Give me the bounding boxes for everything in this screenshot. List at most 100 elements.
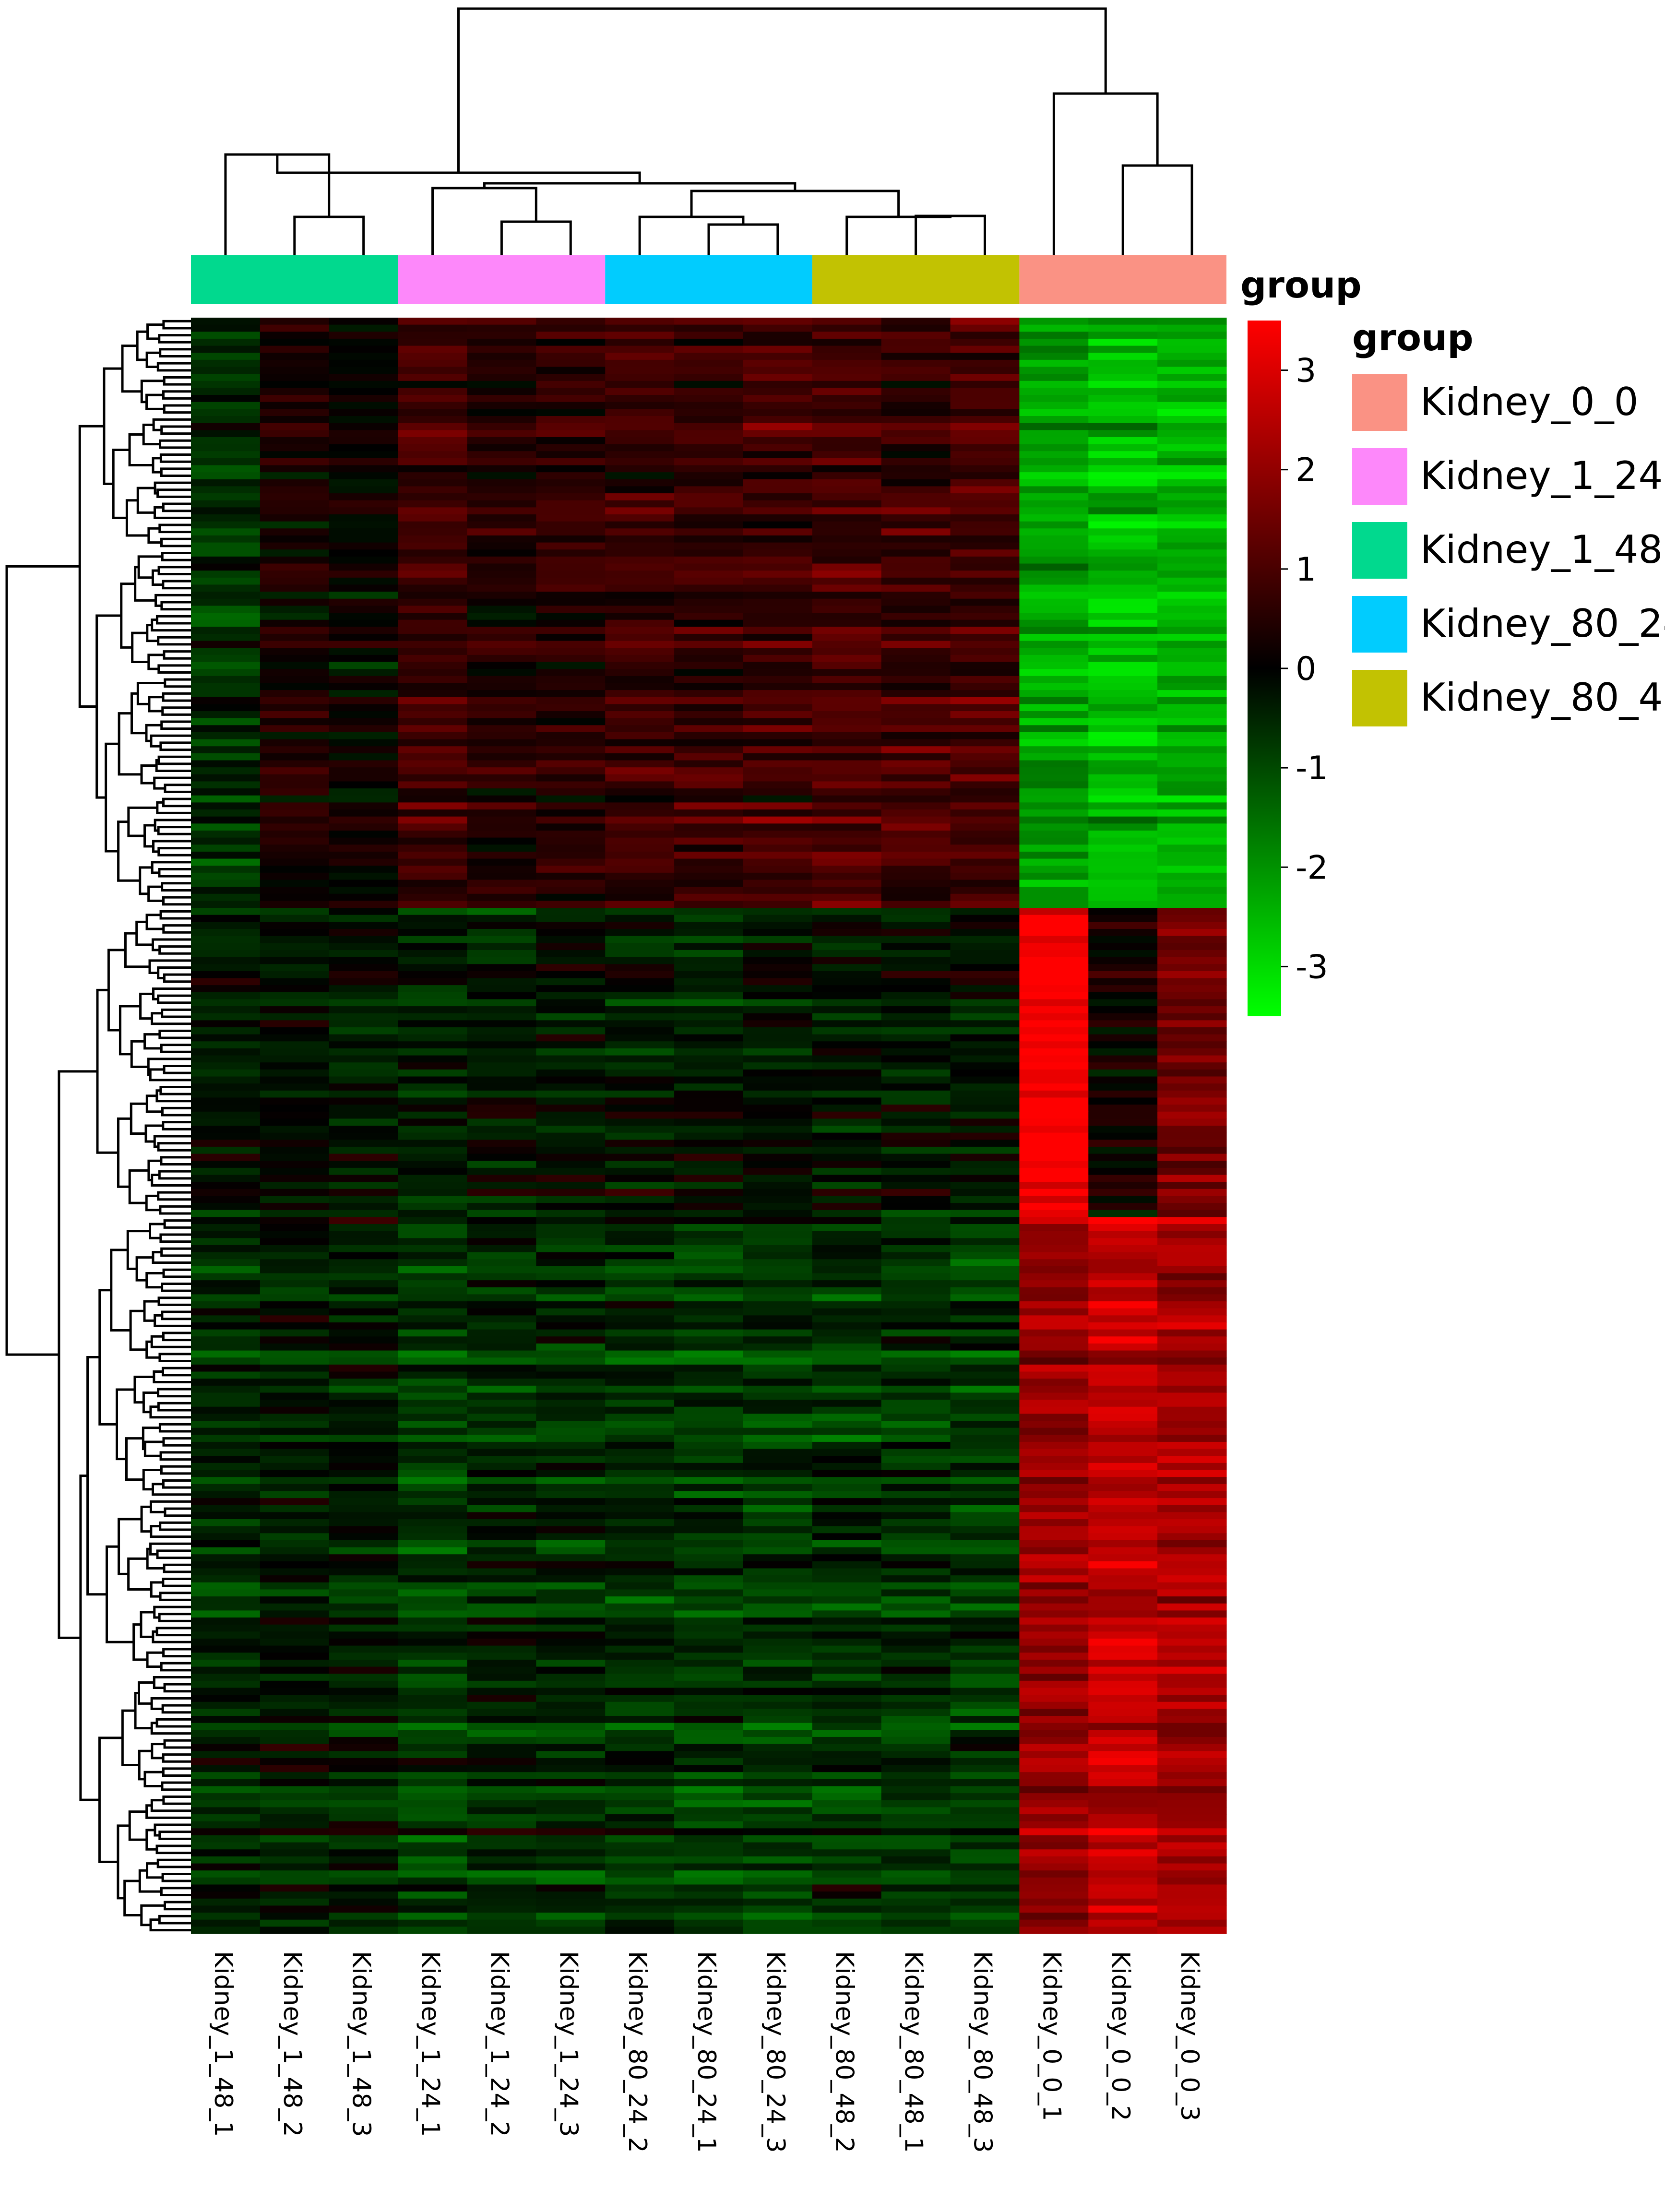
heatmap-cell [191, 1596, 261, 1604]
heatmap-cell [1088, 1519, 1158, 1527]
dendrogram-branch [106, 1545, 134, 1643]
heatmap-cell [260, 1927, 330, 1934]
heatmap-cell [467, 809, 536, 817]
heatmap-cell [467, 1554, 536, 1562]
heatmap-cell [1019, 816, 1089, 824]
heatmap-cell [812, 1835, 882, 1843]
heatmap-cell [329, 1118, 399, 1126]
dendrogram-branch [79, 1475, 100, 1801]
heatmap-cell [260, 866, 330, 873]
heatmap-cell [605, 662, 675, 669]
heatmap-cell [398, 1385, 468, 1393]
heatmap-cell [1157, 1568, 1227, 1576]
dendrogram-branch [160, 1044, 191, 1053]
heatmap-cell [674, 1105, 744, 1112]
heatmap-cell [329, 928, 399, 937]
heatmap-cell [605, 1006, 675, 1014]
dendrogram-branch [136, 681, 165, 705]
heatmap-cell [881, 1807, 951, 1815]
heatmap-cell [329, 718, 399, 725]
heatmap-cell [1157, 1189, 1227, 1197]
heatmap-cell [950, 978, 1020, 986]
heatmap-cell [605, 1463, 675, 1471]
heatmap-cell [1019, 1224, 1089, 1232]
heatmap-cell [1019, 1716, 1089, 1724]
heatmap-cell [881, 1259, 951, 1267]
heatmap-cell [467, 922, 536, 929]
heatmap-cell [743, 1329, 813, 1337]
heatmap-cell [191, 711, 261, 719]
heatmap-cell [605, 1554, 675, 1562]
heatmap-cell [812, 893, 882, 902]
heatmap-cell [329, 584, 399, 592]
heatmap-cell [467, 654, 536, 663]
heatmap-cell [1019, 1723, 1089, 1730]
heatmap-cell [950, 1189, 1020, 1197]
heatmap-cell [674, 1020, 744, 1028]
heatmap-cell [950, 851, 1020, 859]
dendrogram-branch [159, 1451, 191, 1461]
heatmap-cell [536, 1680, 606, 1689]
heatmap-cell [950, 1167, 1020, 1176]
heatmap-cell [674, 957, 744, 964]
heatmap-cell [674, 774, 744, 782]
heatmap-cell [950, 669, 1020, 677]
heatmap-cell [467, 690, 536, 698]
heatmap-cell [812, 1638, 882, 1646]
heatmap-cell [536, 1301, 606, 1309]
heatmap-cell [191, 718, 261, 725]
heatmap-cell [950, 1863, 1020, 1871]
heatmap-cell [881, 711, 951, 719]
heatmap-cell [191, 338, 261, 346]
heatmap-cell [743, 1421, 813, 1428]
heatmap-cell [812, 528, 882, 536]
heatmap-cell [812, 711, 882, 719]
heatmap-cell [398, 1154, 468, 1161]
heatmap-cell [605, 1111, 675, 1119]
heatmap-cell [398, 992, 468, 1000]
heatmap-cell [1019, 999, 1089, 1007]
heatmap-cell [1157, 1259, 1227, 1267]
heatmap-cell [191, 1779, 261, 1787]
heatmap-cell [398, 479, 468, 487]
heatmap-cell [191, 1533, 261, 1541]
heatmap-cell [536, 627, 606, 634]
heatmap-cell [812, 1856, 882, 1864]
heatmap-cell [260, 999, 330, 1007]
heatmap-cell [1088, 1245, 1158, 1253]
heatmap-cell [260, 844, 330, 852]
heatmap-cell [1088, 1210, 1158, 1217]
heatmap-cell [467, 1723, 536, 1730]
heatmap-cell [812, 556, 882, 564]
heatmap-cell [467, 437, 536, 445]
heatmap-cell [191, 1800, 261, 1808]
dendrogram-branch [128, 1810, 147, 1841]
heatmap-cell [605, 1575, 675, 1583]
heatmap-cell [1088, 1427, 1158, 1435]
heatmap-cell [605, 1013, 675, 1021]
heatmap-cell [743, 1533, 813, 1541]
heatmap-cell [191, 985, 261, 993]
heatmap-cell [950, 430, 1020, 438]
legend-swatch-Kidney_80_24 [1352, 596, 1407, 653]
heatmap-cell [329, 1329, 399, 1337]
dendrogram-branch [145, 1829, 157, 1851]
heatmap-cell [950, 1329, 1020, 1337]
heatmap-cell [467, 493, 536, 501]
heatmap-cell [467, 1526, 536, 1534]
heatmap-cell [329, 1217, 399, 1225]
heatmap-cell [329, 1765, 399, 1772]
dendrogram-branch [98, 1289, 117, 1426]
heatmap-cell [260, 1913, 330, 1920]
heatmap-cell [1157, 1554, 1227, 1562]
heatmap-cell [467, 402, 536, 409]
dendrogram-branch [150, 1525, 191, 1538]
heatmap-cell [1019, 1294, 1089, 1302]
heatmap-cell [467, 1807, 536, 1815]
heatmap-cell [812, 1540, 882, 1548]
heatmap-cell [881, 1870, 951, 1878]
heatmap-cell [398, 486, 468, 494]
heatmap-cell [881, 922, 951, 929]
heatmap-cell [260, 1674, 330, 1681]
heatmap-cells [191, 318, 1227, 1934]
